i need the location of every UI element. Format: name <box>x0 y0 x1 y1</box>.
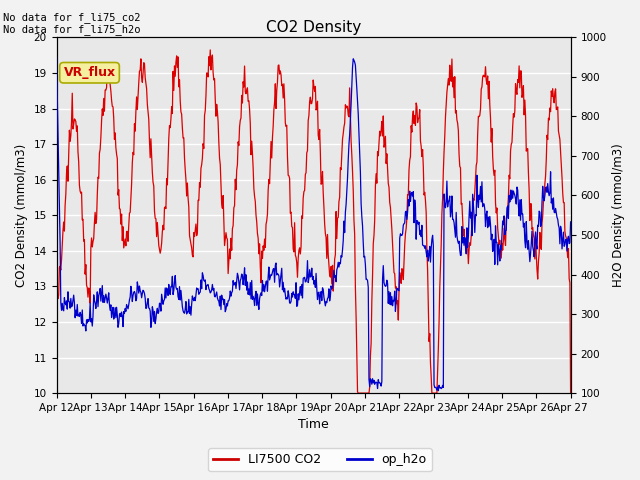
Y-axis label: CO2 Density (mmol/m3): CO2 Density (mmol/m3) <box>15 144 28 287</box>
Y-axis label: H2O Density (mmol/m3): H2O Density (mmol/m3) <box>612 144 625 287</box>
X-axis label: Time: Time <box>298 419 329 432</box>
Title: CO2 Density: CO2 Density <box>266 20 361 35</box>
Text: VR_flux: VR_flux <box>63 66 116 79</box>
Legend: LI7500 CO2, op_h2o: LI7500 CO2, op_h2o <box>209 448 431 471</box>
Text: No data for f_li75_co2
No data for f_li75_h2o: No data for f_li75_co2 No data for f_li7… <box>3 12 141 36</box>
